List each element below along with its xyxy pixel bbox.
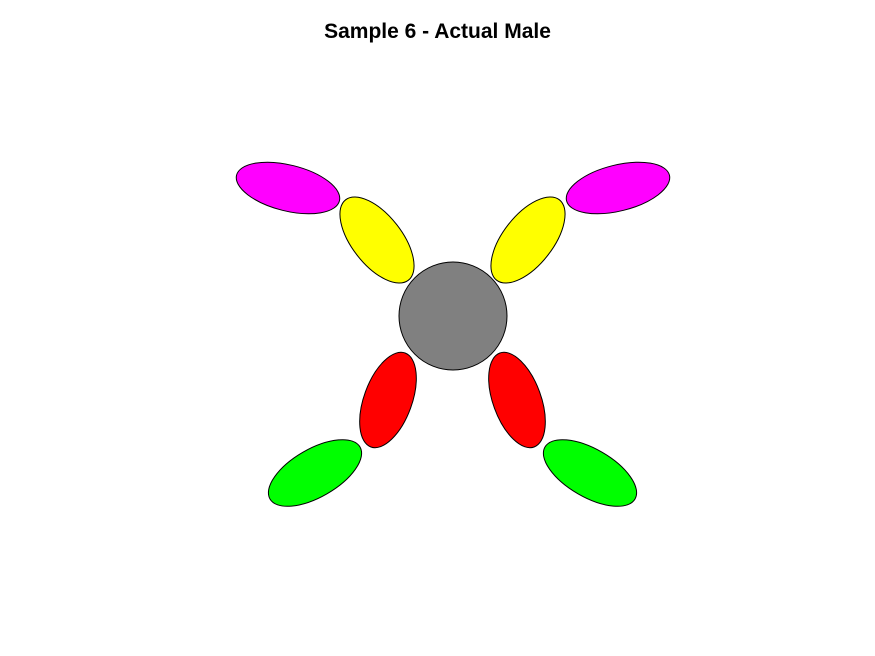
lower-left-inner-segment: [359, 351, 417, 449]
upper-left-outer-segment: [235, 161, 341, 215]
upper-right-outer-segment: [565, 161, 671, 215]
lower-right-outer-segment: [542, 439, 638, 507]
body: [398, 261, 508, 371]
lower-right-inner-segment: [488, 351, 546, 449]
upper-right-inner-segment: [490, 196, 566, 284]
lower-left-outer-segment: [267, 439, 363, 507]
upper-left-inner-segment: [339, 196, 415, 284]
figure-title: Sample 6 - Actual Male: [324, 20, 551, 43]
